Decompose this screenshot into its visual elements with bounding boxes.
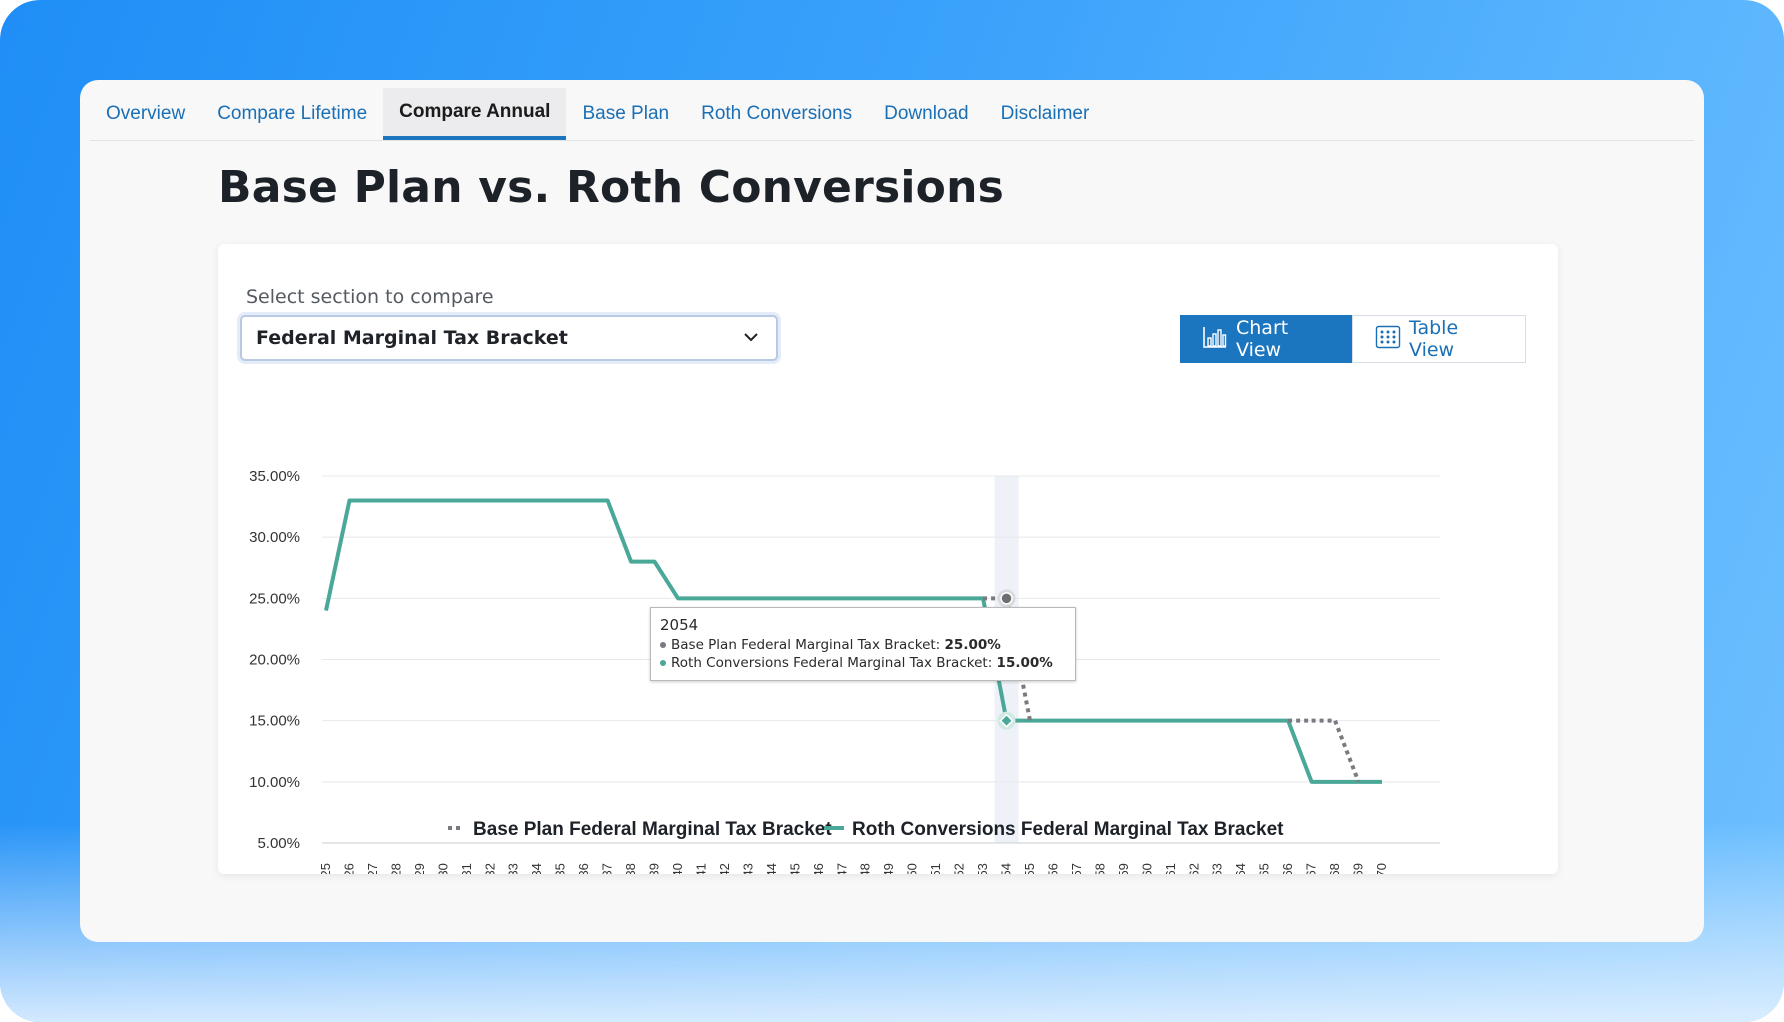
x-tick-label: 2053 (975, 863, 990, 874)
x-tick-label: 2057 (1069, 863, 1084, 874)
x-tick-label: 2047 (834, 863, 849, 874)
x-tick-label: 2042 (717, 863, 732, 874)
x-tick-label: 2034 (529, 863, 544, 874)
tab-base-plan[interactable]: Base Plan (582, 103, 670, 124)
tab-compare-annual[interactable]: Compare Annual (383, 88, 567, 140)
tab-overview[interactable]: Overview (106, 103, 186, 124)
tooltip-base-row: Base Plan Federal Marginal Tax Bracket: … (660, 636, 1066, 654)
y-tick-label: 10.00% (249, 774, 300, 791)
legend-label-roth-conversions: Roth Conversions Federal Marginal Tax Br… (852, 819, 1284, 840)
comparison-card: Select section to compare Federal Margin… (218, 244, 1558, 874)
x-tick-label: 2046 (811, 863, 826, 874)
y-tick-label: 30.00% (249, 529, 300, 546)
x-tick-label: 2060 (1139, 863, 1154, 874)
tab-disclaimer[interactable]: Disclaimer (1000, 103, 1090, 124)
x-tick-label: 2029 (412, 863, 427, 874)
x-tick-label: 2069 (1351, 863, 1366, 874)
legend-label-base-plan: Base Plan Federal Marginal Tax Bracket (473, 819, 832, 840)
x-tick-label: 2054 (999, 863, 1014, 874)
x-tick-label: 2051 (928, 863, 943, 874)
x-tick-label: 2062 (1186, 863, 1201, 874)
y-tick-label: 25.00% (249, 590, 300, 607)
tab-download[interactable]: Download (884, 103, 969, 124)
y-tick-label: 35.00% (249, 468, 300, 485)
x-tick-label: 2043 (740, 863, 755, 874)
tooltip-roth-label: Roth Conversions Federal Marginal Tax Br… (671, 655, 993, 671)
x-tick-label: 2040 (670, 863, 685, 874)
y-tick-label: 15.00% (249, 713, 300, 730)
base-point-marker (1000, 592, 1013, 605)
grid-icon (1375, 325, 1409, 354)
chart-view-label: Chart View (1236, 317, 1289, 361)
x-tick-label: 2030 (435, 863, 450, 874)
tooltip-base-value: 25.00% (944, 637, 1001, 653)
x-tick-label: 2055 (1022, 863, 1037, 874)
x-tick-label: 2059 (1116, 863, 1131, 874)
y-tick-label: 20.00% (249, 652, 300, 669)
x-tick-label: 2068 (1327, 863, 1342, 874)
x-tick-label: 2035 (553, 863, 568, 874)
select-label: Select section to compare (246, 286, 494, 308)
x-tick-label: 2038 (623, 863, 638, 874)
tooltip-year: 2054 (660, 616, 699, 634)
x-tick-label: 2052 (952, 863, 967, 874)
x-tick-label: 2050 (905, 863, 920, 874)
chart-tooltip: 2054 Base Plan Federal Marginal Tax Brac… (650, 607, 1076, 681)
tooltip-roth-row: Roth Conversions Federal Marginal Tax Br… (660, 654, 1066, 672)
series-line-roth-conversions (324, 498, 1382, 784)
chevron-down-icon (744, 329, 758, 347)
section-select[interactable]: Federal Marginal Tax Bracket (240, 315, 778, 361)
page-title: Base Plan vs. Roth Conversions (218, 162, 1005, 213)
series-segment-base-plan (1333, 719, 1361, 783)
x-tick-label: 2039 (647, 863, 662, 874)
x-tick-label: 2037 (600, 863, 615, 874)
base-dot-icon (660, 642, 666, 648)
x-tick-label: 2027 (365, 863, 380, 874)
x-tick-label: 2066 (1280, 863, 1295, 874)
table-view-label: Table View (1409, 317, 1459, 361)
tab-compare-lifetime[interactable]: Compare Lifetime (217, 103, 368, 124)
x-tick-label: 2032 (482, 863, 497, 874)
roth-point-marker (999, 713, 1014, 728)
x-tick-label: 2031 (459, 863, 474, 874)
x-tick-label: 2044 (764, 863, 779, 874)
x-tick-label: 2067 (1304, 863, 1319, 874)
x-tick-label: 2065 (1257, 863, 1272, 874)
x-tick-label: 2058 (1092, 863, 1107, 874)
x-tick-label: 2070 (1374, 863, 1389, 874)
x-tick-label: 2025 (318, 863, 333, 874)
tab-bar: Overview Compare Lifetime Compare Annual… (90, 88, 1694, 141)
x-tick-label: 2049 (881, 863, 896, 874)
x-tick-label: 2061 (1163, 863, 1178, 874)
section-select-value: Federal Marginal Tax Bracket (256, 327, 568, 349)
view-toggle: Chart View Table View (1180, 315, 1526, 363)
tooltip-roth-value: 15.00% (996, 655, 1053, 671)
app-window: Overview Compare Lifetime Compare Annual… (80, 80, 1704, 942)
tab-roth-conversions[interactable]: Roth Conversions (701, 103, 853, 124)
tooltip-base-label: Base Plan Federal Marginal Tax Bracket: (671, 637, 941, 653)
x-tick-label: 2056 (1045, 863, 1060, 874)
table-view-button[interactable]: Table View (1352, 315, 1526, 363)
x-tick-label: 2036 (576, 863, 591, 874)
x-tick-label: 2045 (787, 863, 802, 874)
x-tick-label: 2041 (693, 863, 708, 874)
x-tick-label: 2048 (858, 863, 873, 874)
tax-bracket-line-chart: 35.00% 30.00% 25.00% 20.00% 15.00% 10.00% 5.00… (249, 468, 1440, 874)
chart-view-button[interactable]: Chart View (1180, 315, 1352, 363)
y-tick-label: 5.00% (257, 835, 300, 852)
roth-dot-icon (660, 660, 666, 666)
bar-chart-icon (1202, 325, 1236, 354)
x-tick-label: 2026 (341, 863, 356, 874)
x-tick-label: 2063 (1210, 863, 1225, 874)
x-tick-label: 2064 (1233, 863, 1248, 874)
x-tick-label: 2028 (388, 863, 403, 874)
x-tick-label: 2033 (506, 863, 521, 874)
